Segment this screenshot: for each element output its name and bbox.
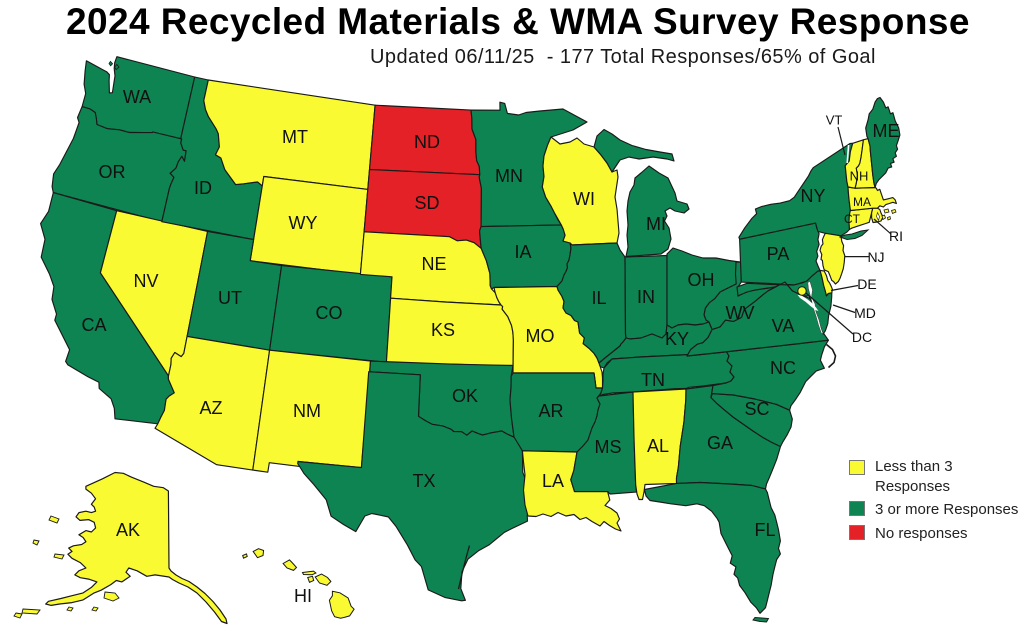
svg-text:ID: ID: [194, 178, 212, 198]
svg-text:NH: NH: [850, 169, 869, 184]
svg-text:CO: CO: [316, 303, 343, 323]
svg-text:DC: DC: [852, 329, 872, 345]
svg-text:CT: CT: [844, 212, 861, 226]
svg-text:KS: KS: [431, 320, 455, 340]
svg-text:IN: IN: [637, 287, 655, 307]
svg-text:AR: AR: [538, 401, 563, 421]
svg-text:NC: NC: [770, 358, 796, 378]
svg-text:VA: VA: [772, 316, 795, 336]
svg-text:WA: WA: [123, 87, 151, 107]
svg-text:FL: FL: [754, 520, 775, 540]
svg-text:RI: RI: [889, 228, 903, 244]
svg-text:PA: PA: [767, 244, 790, 264]
svg-text:AL: AL: [647, 436, 669, 456]
svg-text:VT: VT: [826, 113, 843, 128]
svg-text:UT: UT: [218, 288, 242, 308]
svg-text:MI: MI: [646, 214, 666, 234]
svg-text:HI: HI: [294, 586, 312, 606]
svg-text:ND: ND: [414, 132, 440, 152]
svg-text:AZ: AZ: [199, 398, 222, 418]
svg-text:WV: WV: [726, 303, 755, 323]
svg-text:MA: MA: [853, 195, 871, 209]
svg-text:AK: AK: [116, 520, 140, 540]
svg-text:MD: MD: [854, 305, 876, 321]
svg-text:TN: TN: [641, 370, 665, 390]
svg-text:NV: NV: [133, 271, 158, 291]
svg-text:WY: WY: [289, 213, 318, 233]
svg-text:LA: LA: [542, 471, 564, 491]
svg-text:GA: GA: [707, 433, 733, 453]
svg-text:OH: OH: [688, 270, 715, 290]
svg-text:NY: NY: [800, 186, 825, 206]
svg-text:MO: MO: [526, 326, 555, 346]
svg-text:MT: MT: [282, 127, 308, 147]
svg-text:DE: DE: [857, 276, 876, 292]
svg-text:WI: WI: [573, 189, 595, 209]
svg-text:OR: OR: [99, 162, 126, 182]
svg-text:IL: IL: [591, 288, 606, 308]
svg-text:MS: MS: [595, 437, 622, 457]
svg-text:NJ: NJ: [867, 249, 884, 265]
svg-text:NE: NE: [421, 254, 446, 274]
svg-text:NM: NM: [293, 401, 321, 421]
svg-text:CA: CA: [81, 315, 106, 335]
svg-text:IA: IA: [514, 242, 531, 262]
svg-text:SC: SC: [744, 399, 769, 419]
svg-text:OK: OK: [452, 386, 478, 406]
svg-text:MN: MN: [495, 166, 523, 186]
svg-text:SD: SD: [414, 193, 439, 213]
svg-text:TX: TX: [412, 471, 435, 491]
svg-text:KY: KY: [665, 329, 689, 349]
svg-text:ME: ME: [873, 121, 900, 141]
